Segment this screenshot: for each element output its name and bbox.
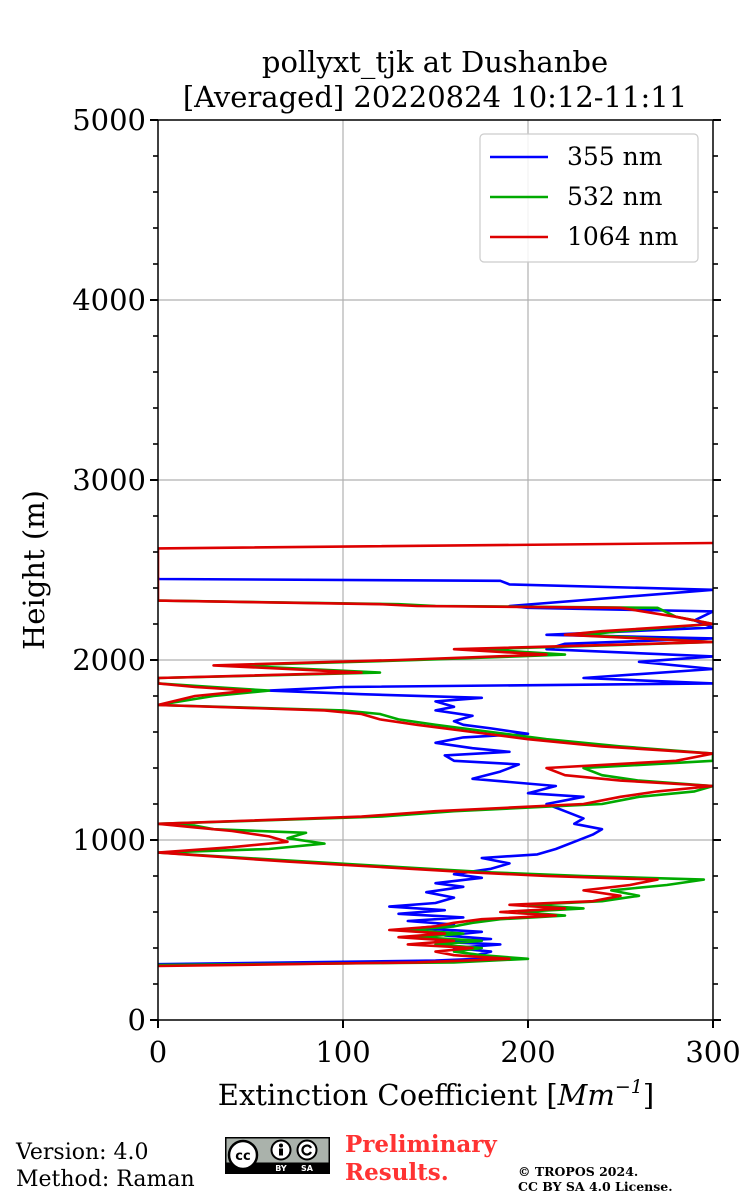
y-tick-label: 0 [128, 1003, 146, 1037]
grid-layer [158, 120, 713, 1020]
cc-by-label: BY [275, 1164, 287, 1173]
preliminary-results-note: Preliminary Results. [345, 1131, 497, 1187]
share-alike-icon [296, 1139, 318, 1161]
cc-icon [227, 1139, 259, 1171]
x-tick-label: 0 [149, 1035, 167, 1069]
legend-label: 532 nm [567, 182, 663, 211]
series-line-355-nm [158, 577, 713, 966]
preliminary-line-2: Results. [345, 1159, 449, 1186]
series-layer [158, 541, 713, 968]
copyright-note: © TROPOS 2024. CC BY SA 4.0 License. [518, 1164, 673, 1194]
x-tick-label: 100 [315, 1035, 370, 1069]
x-axis-label-close: ] [643, 1078, 654, 1112]
y-tick-label: 1000 [72, 823, 146, 857]
y-tick-label: 3000 [72, 463, 146, 497]
x-axis-label-text: Extinction Coefficient [ [218, 1078, 558, 1112]
cc-by-sa-badge[interactable]: cc BY SA [225, 1137, 330, 1174]
cc-icon-label: cc [235, 1149, 250, 1164]
cc-sa-label: SA [301, 1164, 314, 1173]
method-text: Method: Raman [16, 1167, 195, 1192]
x-axis-label-unit: Mm [557, 1078, 615, 1112]
x-tick-label: 300 [685, 1035, 740, 1069]
copyright-line-2: CC BY SA 4.0 License. [518, 1179, 673, 1194]
y-axis-label: Height (m) [17, 490, 51, 650]
series-line-1064-nm [158, 541, 713, 968]
attribution-icon-body [279, 1148, 283, 1156]
y-tick-label: 2000 [72, 643, 146, 677]
preliminary-line-1: Preliminary [345, 1131, 497, 1158]
share-alike-arrow [301, 1144, 312, 1156]
version-text: Version: 4.0 [16, 1140, 149, 1165]
plot-frame [157, 119, 714, 1021]
chart-title: pollyxt_tjk at Dushanbe [262, 45, 608, 80]
legend-label: 355 nm [567, 142, 663, 171]
x-axis-label-exponent: −1 [615, 1076, 643, 1098]
legend-box [479, 133, 699, 263]
x-axis-label: Extinction Coefficient [Mm−1] [218, 1076, 654, 1112]
attribution-icon-head [279, 1143, 283, 1148]
chart-subtitle: [Averaged] 20220824 10:12-11:11 [183, 80, 687, 114]
y-tick-label: 5000 [72, 103, 146, 137]
y-tick-label: 4000 [72, 283, 146, 317]
legend-label: 1064 nm [567, 222, 679, 251]
copyright-line-1: © TROPOS 2024. [518, 1164, 639, 1179]
legend: 355 nm 532 nm 1064 nm [479, 133, 699, 263]
x-tick-label: 200 [500, 1035, 555, 1069]
